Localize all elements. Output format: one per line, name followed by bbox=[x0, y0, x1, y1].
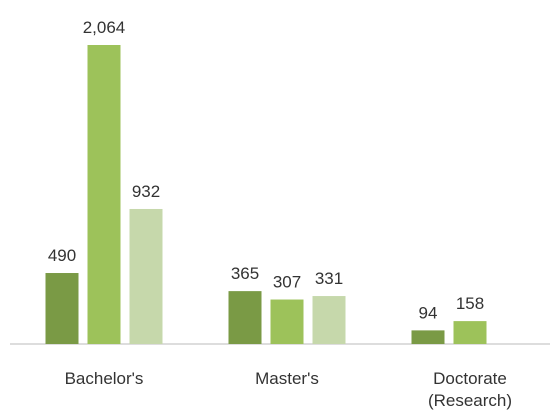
bar bbox=[270, 299, 304, 344]
value-label: 158 bbox=[456, 294, 484, 313]
bar bbox=[411, 330, 445, 344]
x-tick-label: Doctorate (Research) bbox=[427, 369, 513, 410]
bar bbox=[453, 321, 487, 344]
value-label: 331 bbox=[315, 269, 343, 288]
value-label: 94 bbox=[419, 303, 438, 322]
x-tick-label: Master's bbox=[255, 369, 319, 388]
bar bbox=[228, 291, 262, 344]
bar bbox=[129, 208, 163, 344]
value-label: 2,064 bbox=[83, 18, 126, 37]
value-label: 490 bbox=[48, 246, 76, 265]
bar bbox=[87, 45, 121, 344]
bar bbox=[312, 296, 346, 344]
value-label: 365 bbox=[231, 264, 259, 283]
value-label: 932 bbox=[132, 182, 160, 201]
bar bbox=[45, 273, 79, 344]
x-tick-label: Bachelor's bbox=[64, 369, 144, 388]
value-label: 307 bbox=[273, 273, 301, 292]
